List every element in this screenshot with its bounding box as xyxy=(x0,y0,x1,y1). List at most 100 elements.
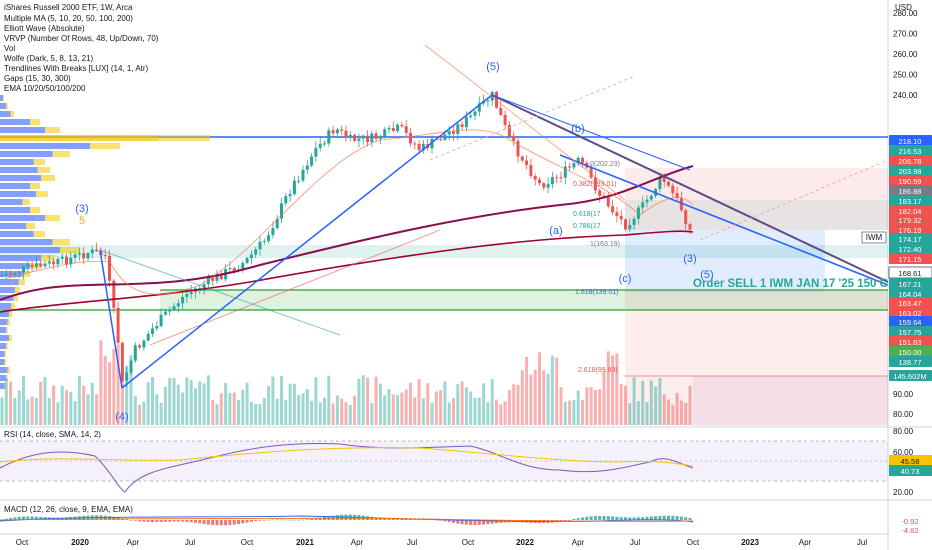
macd-bar xyxy=(194,520,197,523)
volume-bar xyxy=(198,381,202,425)
volume-profile-bar xyxy=(0,359,5,365)
volume-bar xyxy=(232,392,236,425)
macd-bar xyxy=(675,516,679,520)
volume-bar xyxy=(262,398,266,425)
price-tag-bg xyxy=(889,307,932,318)
candle-body xyxy=(447,131,451,135)
candle-body xyxy=(529,164,533,177)
candle-body xyxy=(335,129,339,134)
volume-profile-bar xyxy=(3,95,4,101)
candle-body xyxy=(65,256,68,265)
volume-profile-bar xyxy=(37,167,50,173)
volume-bar xyxy=(624,385,627,425)
volume-bar xyxy=(39,381,43,425)
volume-profile xyxy=(0,95,210,389)
volume-bar xyxy=(598,389,602,425)
volume-bar xyxy=(615,353,619,425)
candle-body xyxy=(314,147,318,157)
macd-bar xyxy=(490,520,494,524)
volume-bar xyxy=(439,390,443,425)
macd-bar xyxy=(641,517,645,520)
macd-bar xyxy=(611,516,615,520)
candle-body xyxy=(228,268,232,270)
volume-bar xyxy=(460,381,464,425)
candle-body xyxy=(486,100,490,102)
candle-body xyxy=(301,169,305,181)
macd-bar xyxy=(314,518,318,520)
time-tick: Apr xyxy=(351,538,364,547)
volume-profile-bar xyxy=(0,311,9,317)
candle-body xyxy=(280,203,283,219)
gap-zone-2 xyxy=(160,290,888,310)
macd-bar xyxy=(237,520,240,525)
candle-body xyxy=(331,130,335,134)
volume-bar xyxy=(318,402,322,425)
volume-bar xyxy=(645,402,649,425)
candle-body xyxy=(245,257,249,264)
candles xyxy=(0,90,692,387)
volume-bar xyxy=(146,382,150,425)
macd-bar xyxy=(112,516,116,520)
macd-bar xyxy=(176,520,180,522)
candle-body xyxy=(43,263,47,267)
fib-label: 1(163.19) xyxy=(590,241,620,248)
volume-bar xyxy=(47,397,51,425)
candle-body xyxy=(370,133,374,143)
volume-bar xyxy=(323,397,326,425)
candle-body xyxy=(69,257,73,265)
price-tag-bg xyxy=(889,205,932,216)
volume-profile-bar xyxy=(0,119,30,125)
macd-bar xyxy=(228,520,232,526)
volume-profile-bar xyxy=(0,319,8,325)
volume-bar xyxy=(688,385,692,425)
fan-line xyxy=(149,229,441,346)
volume-bar xyxy=(473,397,477,425)
candle-body xyxy=(249,254,253,258)
volume-profile-bar xyxy=(0,343,6,349)
volume-bar xyxy=(684,402,688,425)
candle-body xyxy=(456,124,460,134)
volume-bar xyxy=(206,375,210,425)
price-tag-bg xyxy=(889,326,932,337)
macd-bar xyxy=(185,520,189,522)
macd-bar xyxy=(378,517,382,520)
volume-bar xyxy=(495,399,498,425)
volume-profile-bar xyxy=(0,199,23,205)
volume-bar xyxy=(654,386,658,425)
time-tick: Jul xyxy=(185,538,195,547)
candle-body xyxy=(525,160,529,165)
candle-body xyxy=(619,216,623,220)
candle-body xyxy=(366,135,369,143)
wave-5-line xyxy=(121,94,493,389)
candle-body xyxy=(0,275,4,277)
indicator-legend: Multiple MA (5, 10, 20, 50, 100, 200) xyxy=(4,14,133,23)
price-tag-bg xyxy=(889,346,932,357)
indicator-legend: Wolfe (Dark, 5, 8, 13, 21) xyxy=(4,54,94,63)
time-tick: Apr xyxy=(799,538,812,547)
volume-bar xyxy=(271,376,275,425)
volume-bar xyxy=(619,383,623,425)
volume-bar xyxy=(142,401,146,425)
candle-body xyxy=(30,264,34,267)
volume-bar xyxy=(576,390,580,425)
price-tag-bg xyxy=(889,253,932,264)
volume-bar xyxy=(430,402,434,425)
candle-body xyxy=(73,254,77,258)
candle-body xyxy=(47,261,51,264)
time-tick: 2020 xyxy=(71,538,89,547)
macd-bar xyxy=(383,518,387,520)
volume-bar xyxy=(417,379,421,425)
rsi-sma-line xyxy=(0,447,694,467)
candle-body xyxy=(559,177,563,179)
macd-bar xyxy=(464,520,468,525)
volume-profile-bar xyxy=(0,127,45,133)
price-tag: 163.47 xyxy=(899,299,922,308)
fib-label: 1.618(139.01) xyxy=(575,289,619,296)
candle-body xyxy=(538,179,541,184)
candle-body xyxy=(176,303,180,307)
candle-body xyxy=(348,134,352,138)
volume-profile-bar xyxy=(0,255,42,261)
time-tick: Jul xyxy=(857,538,867,547)
